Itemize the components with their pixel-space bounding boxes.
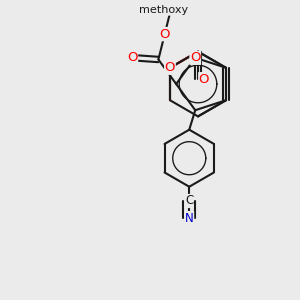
Text: O: O: [165, 61, 175, 74]
Text: O: O: [199, 73, 209, 85]
Text: N: N: [185, 212, 194, 225]
Text: methyl: methyl: [154, 5, 188, 15]
Text: O: O: [127, 51, 137, 64]
Text: O: O: [190, 51, 200, 64]
Text: methoxy: methoxy: [139, 5, 188, 15]
Text: O: O: [160, 28, 170, 40]
Text: C: C: [185, 194, 194, 208]
